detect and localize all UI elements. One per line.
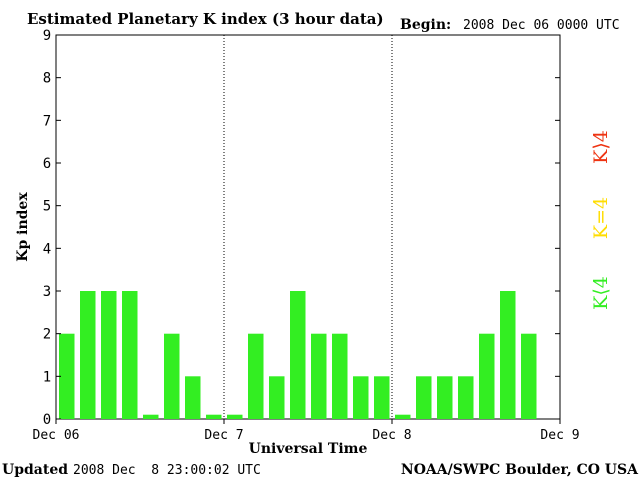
x-axis-ticks: Dec 06 Dec 7 Dec 8 Dec 9 [33,419,580,443]
updated-value: 2008 Dec 8 23:00:02 UTC [73,463,261,478]
kp-bar [206,414,222,419]
credit-text: NOAA/SWPC Boulder, CO USA [401,462,639,478]
kp-bar [416,376,432,419]
kp-bar [311,333,327,419]
y-tick-label: 2 [43,327,51,343]
chart-title: Estimated Planetary K index (3 hour data… [27,10,384,28]
kp-bar [500,291,516,419]
x-tick-label: Dec 9 [540,428,579,443]
kp-bar [269,376,285,419]
y-tick-label: 4 [43,241,51,257]
y-tick-label: 7 [43,113,51,129]
x-tick-label: Dec 06 [33,428,80,443]
kp-bar [374,376,390,419]
y-axis-ticks: 0 1 2 3 4 5 6 7 8 9 [43,28,560,428]
y-tick-label: 0 [43,412,51,428]
kp-bar [290,291,306,419]
kp-bar [80,291,96,419]
x-axis-label: Universal Time [249,441,368,457]
x-tick-label: Dec 7 [204,428,243,443]
kp-bar [59,333,75,419]
y-tick-label: 9 [43,28,51,44]
kp-bar [353,376,369,419]
kp-bar [185,376,201,419]
legend-equal: K=4 [590,197,612,239]
plot-frame [55,34,561,420]
y-tick-label: 8 [43,71,51,87]
begin-label: Begin: [400,17,451,33]
y-axis-label: Kp index [15,192,31,262]
kp-bar [395,414,411,419]
kp-bar [227,414,243,419]
begin-value: 2008 Dec 06 0000 UTC [463,18,620,33]
kp-bar [164,333,180,419]
y-tick-label: 3 [43,284,51,300]
y-tick-label: 6 [43,156,51,172]
kp-bar [101,291,117,419]
updated-label: Updated [2,462,68,478]
legend-low: K⟨4 [590,276,612,310]
bar-series [59,291,537,419]
kp-bar [458,376,474,419]
kp-bar [332,333,348,419]
kp-bar [437,376,453,419]
kp-bar [122,291,138,419]
y-tick-label: 1 [43,369,51,385]
kp-bar [248,333,264,419]
x-tick-label: Dec 8 [372,428,411,443]
kp-bar [143,414,159,419]
kp-bar [521,333,537,419]
kp-bar [479,333,495,419]
legend-high: K⟩4 [590,130,612,164]
y-tick-label: 5 [43,199,51,215]
